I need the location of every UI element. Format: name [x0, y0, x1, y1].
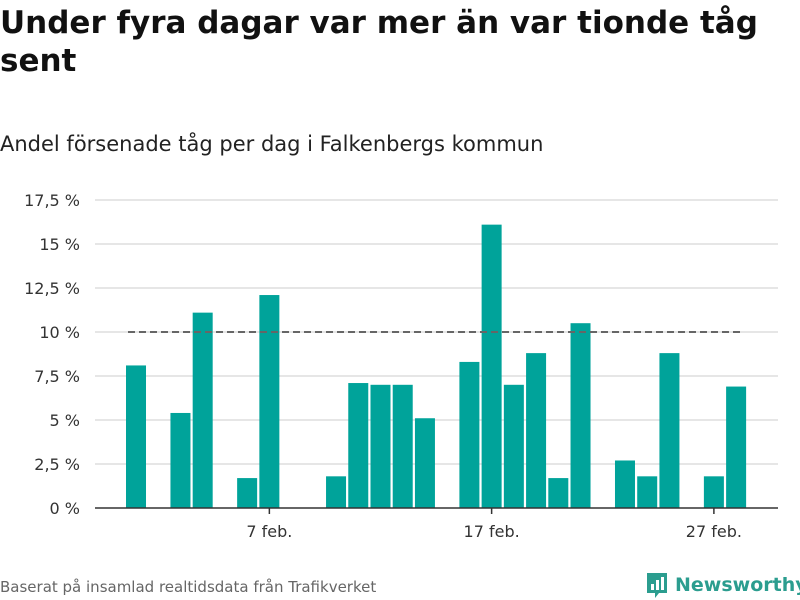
- x-tick-label: 7 feb.: [246, 522, 292, 541]
- bar: [237, 478, 258, 508]
- y-tick-label: 15 %: [39, 235, 80, 254]
- bar: [170, 412, 191, 508]
- bar: [614, 460, 635, 508]
- bar: [726, 386, 747, 508]
- bar: [548, 478, 569, 508]
- bar: [259, 295, 280, 508]
- bar: [503, 384, 524, 508]
- brand-name: Newsworthy: [675, 574, 800, 596]
- bar: [326, 476, 347, 508]
- brand-logo[interactable]: Newsworthy: [645, 570, 800, 600]
- x-tick-label: 27 feb.: [686, 522, 742, 541]
- chart-title: Under fyra dagar var mer än var tionde t…: [0, 5, 758, 79]
- bar: [392, 384, 413, 508]
- bar: [348, 383, 369, 508]
- bar: [637, 476, 658, 508]
- chart-subtitle: Andel försenade tåg per dag i Falkenberg…: [0, 132, 544, 156]
- bar: [526, 353, 547, 508]
- y-tick-label: 7,5 %: [34, 367, 80, 386]
- bar: [414, 418, 435, 508]
- y-tick-label: 0 %: [50, 499, 80, 518]
- newsworthy-logo-icon: [647, 573, 667, 598]
- y-tick-label: 2,5 %: [34, 455, 80, 474]
- y-tick-label: 12,5 %: [24, 279, 80, 298]
- bar: [570, 323, 591, 508]
- bar: [126, 365, 147, 508]
- bar: [659, 353, 680, 508]
- bar: [192, 312, 213, 508]
- y-tick-label: 17,5 %: [24, 191, 80, 210]
- bar-chart: 0 % 2,5 % 5 % 7,5 % 10 % 12,5 % 15 % 17,5 % 7 fe…: [24, 191, 778, 541]
- x-tick-label: 17 feb.: [464, 522, 520, 541]
- bar: [703, 476, 724, 508]
- source-note: Baserat på insamlad realtidsdata från Tr…: [0, 578, 377, 596]
- bar: [370, 384, 391, 508]
- bar: [481, 224, 502, 508]
- bar: [459, 361, 480, 508]
- y-tick-label: 5 %: [50, 411, 80, 430]
- y-tick-label: 10 %: [39, 323, 80, 342]
